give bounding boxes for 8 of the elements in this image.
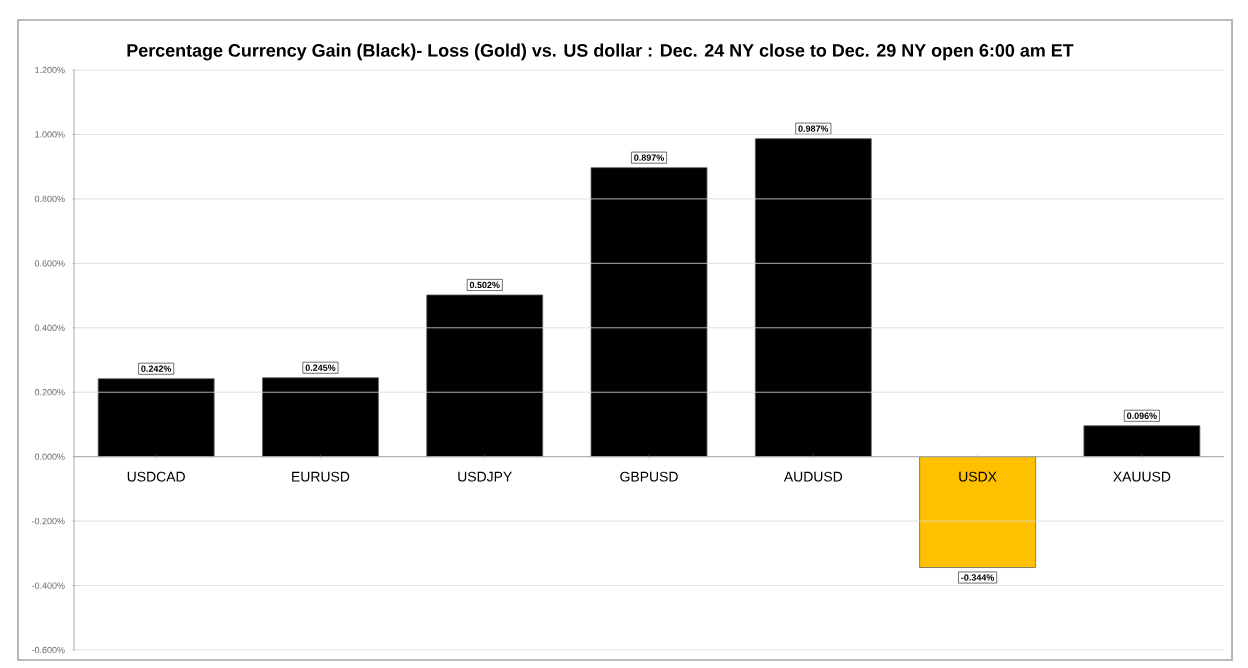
bar xyxy=(1083,425,1201,458)
chart-title: Percentage Currency Gain (Black)- Loss (Gold) vs. US dollar : Dec. 24 NY close to Dec. 29 NY open 6:00 am ET xyxy=(127,43,1074,61)
bar xyxy=(919,456,1036,568)
bar xyxy=(590,167,708,458)
bar xyxy=(97,378,215,458)
bar xyxy=(426,294,544,458)
bar xyxy=(262,377,379,458)
bar xyxy=(754,138,872,458)
